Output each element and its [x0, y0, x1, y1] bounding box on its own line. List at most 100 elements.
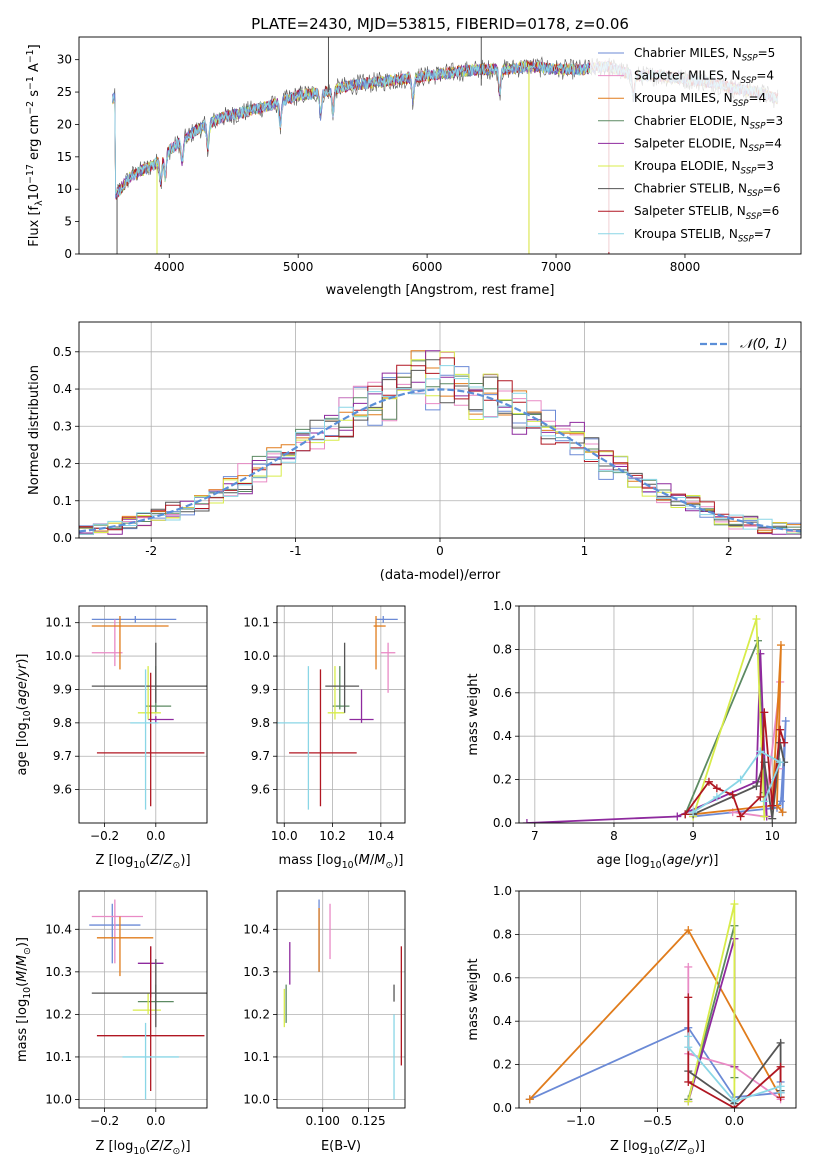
weight-marker-salpeter_stelib: [736, 812, 745, 821]
label-part: age [log: [596, 853, 649, 868]
y-tick-label: 0.6: [493, 686, 512, 700]
x-tick-label: 10.0: [271, 829, 298, 843]
label-part: =4: [756, 69, 774, 83]
axes-mass_vs_Z: −0.2 0.0 10.0 10.1 10.2 10.3 10.4: [45, 891, 207, 1128]
age_vs_mass-frame: [276, 605, 406, 824]
label-part: erg cm: [27, 115, 42, 164]
y-tick-label: 10.0: [45, 649, 72, 663]
legend-label-salpeter_elodie: Salpeter ELODIE, NSSP​=4: [634, 136, 782, 154]
label-part: )]: [15, 653, 30, 663]
label-part: yr: [15, 662, 30, 678]
weight-marker-kroupa_miles: [778, 808, 787, 817]
label-part: age: [15, 681, 30, 705]
legend-label-kroupa_stelib: Kroupa STELIB, NSSP​=7: [634, 227, 771, 245]
mass-vs-Z-ylabel: mass [log10​(M/M⊙​)]: [15, 937, 33, 1062]
x-tick-label: −0.2: [90, 1114, 119, 1128]
y-tick-label: 0.1: [53, 494, 72, 508]
weight_vs_age-ylabel: mass weight: [466, 673, 481, 755]
weight-marker-salpeter_stelib: [760, 708, 769, 717]
errorbar-chabrier_stelib: [325, 642, 360, 713]
label-part: SSP: [747, 189, 764, 199]
label-part: λ: [34, 200, 45, 206]
label-part: 10: [22, 987, 33, 999]
y-tick-label: 25: [57, 85, 72, 99]
y-tick-label: 9.9: [251, 682, 270, 696]
weight-marker-kroupa_stelib: [776, 758, 785, 767]
weight-marker-kroupa_elodie: [752, 615, 761, 624]
weight-marker-salpeter_stelib: [756, 792, 765, 801]
y-tick-label: 10.2: [45, 1007, 72, 1021]
x-tick-label: 5000: [283, 260, 314, 274]
x-tick-label: -2: [145, 544, 157, 558]
label-part: )]: [180, 1139, 190, 1154]
label-part: Flux [f: [27, 205, 42, 246]
label-part: Salpeter STELIB, N: [634, 204, 746, 218]
label-part: mass [log: [15, 999, 30, 1062]
label-part: (: [145, 853, 150, 868]
errorbar-salpeter_miles: [91, 619, 123, 667]
y-tick-label: 10.3: [243, 965, 270, 979]
errorbar-kroupa_stelib: [122, 1022, 179, 1100]
mass-vs-Z-xlabel: Z [log10​(Z/Z⊙​)]: [95, 1139, 190, 1157]
legend-label-normal: 𝒩(0, 1): [740, 337, 787, 352]
label-part: SSP: [741, 167, 758, 177]
grid-mass_vs_ebv: [277, 891, 405, 1108]
label-part: ⊙: [22, 947, 33, 955]
label-part: Chabrier ELODIE, N: [634, 114, 750, 128]
x-tick-label: −0.2: [90, 829, 119, 843]
label-part: =6: [762, 204, 780, 218]
label-part: Z: [163, 853, 174, 868]
weight-marker-salpeter_stelib: [768, 801, 777, 810]
label-part: 10: [133, 860, 145, 871]
mass_vs_Z-frame: [78, 890, 208, 1109]
weight-marker-kroupa_stelib: [712, 792, 721, 801]
errorbar-salpeter_miles: [91, 899, 143, 964]
weight-marker-kroupa_stelib: [760, 797, 769, 806]
errorbar-salpeter_elodie: [349, 689, 374, 723]
label-part: /: [691, 853, 696, 868]
x-tick-label: 0.0: [725, 1114, 744, 1128]
label-part: (: [660, 1139, 665, 1154]
y-tick-label: 10.3: [45, 965, 72, 979]
legend-label-chabrier_miles: Chabrier MILES, NSSP​=5: [634, 46, 775, 64]
label-part: )]: [393, 853, 403, 868]
label-part: (: [354, 853, 359, 868]
label-part: M: [374, 853, 385, 868]
y-tick-label: 0.5: [53, 345, 72, 359]
label-part: 10: [648, 1146, 660, 1157]
figure-title: PLATE=2430, MJD=53815, FIBERID=0178, z=0…: [251, 15, 629, 33]
y-tick-label: 10.1: [243, 616, 270, 630]
spectrum-ylabel: Flux [fλ​10−17​ erg cm−2​ s−1​ A−1​]: [25, 44, 45, 246]
y-tick-label: 0.0: [493, 1101, 512, 1115]
label-part: SSP: [733, 99, 750, 109]
label-part: Z: [149, 853, 160, 868]
label-part: Z [log: [95, 1139, 133, 1154]
weight_vs_Z-xlabel: Z [log10​(Z/Z⊙​)]: [610, 1139, 705, 1157]
label-part: Salpeter ELODIE, N: [634, 136, 748, 150]
weight_vs_age-xlabel: age [log10​(age/yr)]: [596, 853, 718, 871]
axes-mass_vs_ebv: 0.100 0.125 10.0 10.1 10.2 10.3 10.4: [243, 891, 405, 1128]
errorbar-kroupa_stelib: [130, 669, 159, 810]
label-part: ]: [27, 44, 42, 49]
y-tick-label: 10.1: [45, 616, 72, 630]
label-part: SSP: [741, 76, 758, 86]
weight-marker-salpeter_stelib: [776, 1062, 785, 1071]
weight-marker-chabrier_miles: [776, 797, 785, 806]
residuals-ylabel: Normed distribution: [27, 365, 42, 495]
errorbar-salpeter_elodie: [148, 716, 174, 723]
weight-marker-salpeter_stelib: [776, 725, 785, 734]
x-tick-label: 8: [610, 829, 618, 843]
legend-label-kroupa_elodie: Kroupa ELODIE, NSSP​=3: [634, 159, 774, 177]
weight-marker-salpeter_stelib: [684, 1077, 693, 1086]
errorbar-kroupa_elodie: [327, 666, 345, 720]
weight-line-salpeter_stelib: [687, 997, 782, 1108]
y-tick-label: 0.4: [493, 1014, 512, 1028]
errorbar-chabrier_miles: [376, 616, 398, 623]
label-part: Kroupa MILES, N: [634, 91, 733, 105]
label-part: 10: [27, 184, 42, 201]
label-part: )]: [708, 853, 718, 868]
x-tick-label: −1.0: [566, 1114, 595, 1128]
label-part: /: [15, 966, 30, 971]
weight-marker-salpeter_elodie: [673, 812, 682, 821]
label-part: ⊙: [687, 1146, 695, 1157]
